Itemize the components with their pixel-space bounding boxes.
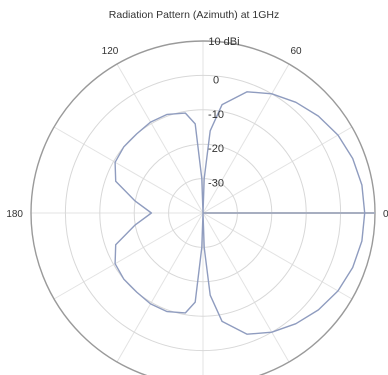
radial-tick-label: 10 dBi — [208, 36, 239, 48]
series-layer — [114, 91, 366, 335]
spoke-30 — [202, 126, 353, 214]
spoke-150 — [53, 126, 204, 214]
spoke-210 — [53, 212, 204, 300]
radial-tick-label: -20 — [208, 143, 224, 155]
spoke-240 — [116, 212, 204, 363]
series-line-0 — [114, 91, 366, 335]
angle-tick-label: 60 — [290, 46, 302, 57]
angle-tick-label: 120 — [102, 46, 119, 57]
spoke-120 — [116, 63, 204, 214]
spoke-300 — [202, 212, 290, 363]
angle-tick-label: 0 — [383, 209, 388, 220]
spoke-60 — [202, 63, 290, 214]
radial-tick-label: 0 — [213, 74, 219, 86]
radial-tick-label: -10 — [208, 109, 224, 121]
chart-title: Radiation Pattern (Azimuth) at 1GHz — [108, 9, 280, 21]
polar-grid — [30, 40, 376, 375]
radial-tick-label: -30 — [208, 178, 224, 190]
spoke-330 — [202, 212, 353, 300]
angle-tick-label: 180 — [6, 209, 23, 220]
